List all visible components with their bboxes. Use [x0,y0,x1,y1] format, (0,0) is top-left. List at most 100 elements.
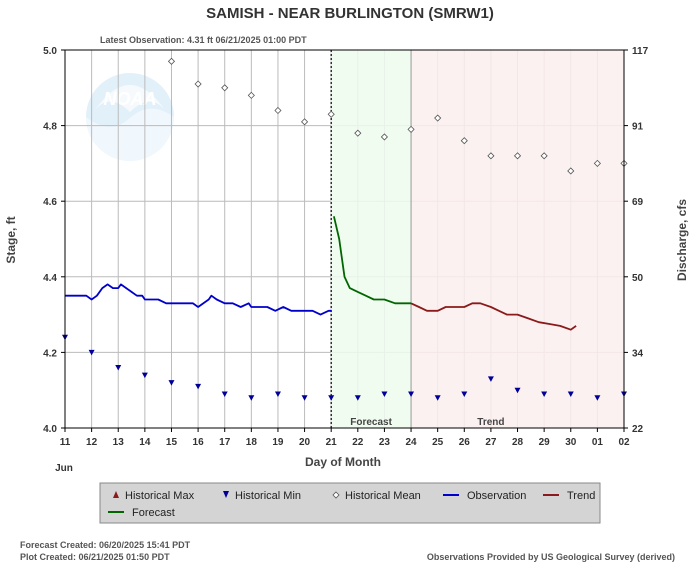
forecast-trend-zones: Forecast Trend [330,50,624,428]
noaa-logo: NOAA [86,73,174,161]
historical-mean-point [194,80,202,88]
historical-mean-point [354,129,362,137]
x-tick-label: 16 [193,437,205,448]
forecast-line [333,216,411,305]
x-tick-label: 18 [246,437,258,448]
historical-min-point [541,391,548,397]
x-tick-label: 11 [60,437,71,448]
historical-min-legend-label: Historical Min [235,490,301,502]
historical-min-point [168,380,175,386]
historical-min-point [487,376,494,382]
forecast-created: Forecast Created: 06/20/2025 15:41 PDT [20,540,191,550]
historical-mean-point [274,106,282,115]
x-tick-label: 19 [272,437,284,448]
historical-min-point [567,391,574,397]
historical-mean-point [407,125,415,133]
y-tick-label-left: 4.8 [43,122,57,133]
x-tick-label: 13 [113,437,125,448]
x-tick-label: 27 [485,437,497,448]
forecast-zone [331,50,412,428]
historical-min-point [301,395,308,401]
y-tick-label-left: 4.6 [43,197,57,208]
svg-text:NOAA: NOAA [104,89,157,109]
month-label: Jun [55,463,73,474]
historical-min-point [274,391,281,397]
historical-mean-point [540,152,548,160]
y-tick-label-left: 4.2 [43,348,57,359]
historical-mean-point [301,118,309,126]
x-tick-label: 29 [539,437,551,448]
historical-min-point [354,395,361,401]
historical-max-legend-label: Historical Max [125,490,195,502]
historical-min-point [195,383,202,390]
historical-min-point [434,395,441,401]
observation-line [65,283,332,316]
x-tick-label: 23 [379,437,391,448]
historical-mean-point [221,84,229,92]
historical-min-legend-icon [223,491,229,498]
x-tick-label: 20 [299,437,311,448]
y-tick-label-right: 34 [632,348,644,359]
x-axis-label: Day of Month [305,455,381,469]
historical-mean-point [327,110,335,118]
x-tick-label: 14 [139,437,151,448]
historical-mean-legend-icon [332,491,340,499]
historical-min-point [88,349,95,356]
y-tick-label-left: 4.0 [43,424,57,435]
historical-min-point [461,391,468,397]
y-tick-label-right: 22 [632,424,644,435]
x-tick-label: 02 [618,437,630,448]
y-tick-label-left: 4.4 [43,273,57,284]
historical-mean-point [380,133,388,141]
historical-mean-point [513,152,522,160]
x-tick-label: 15 [166,437,178,448]
historical-min-point [514,387,521,394]
x-tick-label: 25 [432,437,444,448]
latest-observation: Latest Observation: 4.31 ft 06/21/2025 0… [100,35,307,45]
historical-min-point [328,395,335,401]
historical-mean-point [434,114,442,122]
legend-box [99,482,601,524]
trend-zone [411,50,624,428]
x-tick-label: 24 [405,437,417,448]
historical-mean-point [460,137,468,145]
y-tick-label-right: 91 [632,122,644,133]
x-tick-label: 26 [459,437,471,448]
y-tick-label-right: 50 [632,273,644,284]
forecast-legend-label: Forecast [132,507,175,519]
observation-legend-label: Observation [467,490,526,502]
x-tick-label: 17 [219,437,231,448]
historical-mean-legend-label: Historical Mean [345,490,421,502]
historical-min-point [248,395,255,401]
historical-min-point [221,391,228,397]
historical-min-point [115,365,122,371]
plot-created: Plot Created: 06/21/2025 01:50 PDT [20,552,170,562]
trend-zone-label: Trend [477,417,504,428]
historical-min-point [381,391,388,397]
historical-mean-point [167,57,176,65]
x-tick-label: 01 [592,437,604,448]
chart-title: SAMISH - NEAR BURLINGTON (SMRW1) [206,5,494,22]
historical-mean-point [567,167,575,175]
historical-min-point [141,372,148,379]
x-tick-label: 30 [565,437,577,448]
forecast-zone-label: Forecast [350,417,392,428]
x-tick-label: 22 [352,437,364,448]
x-tick-label: 28 [512,437,524,448]
x-tick-label: 21 [326,437,338,448]
credit-text: Observations Provided by US Geological S… [427,552,675,562]
historical-min-point [408,391,415,397]
x-tick-label: 12 [86,437,98,448]
y-tick-label-right: 69 [632,197,644,208]
historical-mean-point [593,159,601,167]
historical-mean-point [487,152,495,160]
y-axis-right-label: Discharge, cfs [675,199,689,281]
trend-legend-label: Trend [567,490,595,502]
y-tick-label-right: 117 [632,46,649,57]
y-tick-label-left: 5.0 [43,46,57,57]
historical-min-point [594,395,601,401]
legend: Historical Max Historical Min Historical M… [108,490,595,519]
historical-max-legend-icon [113,491,119,498]
trend-line [410,302,577,331]
